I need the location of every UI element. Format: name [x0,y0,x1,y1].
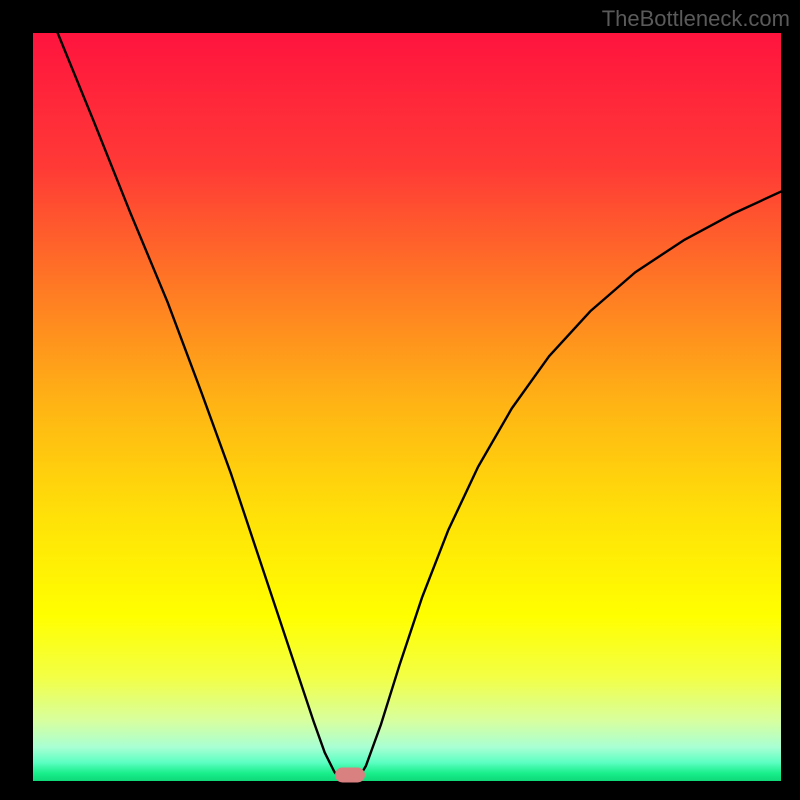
curve-right-branch [357,192,781,781]
bottleneck-curve [33,33,781,781]
watermark-text: TheBottleneck.com [602,6,790,32]
optimal-point-marker [335,767,365,782]
chart-container: TheBottleneck.com [0,0,800,800]
plot-frame [33,33,781,781]
curve-left-branch [58,33,342,781]
